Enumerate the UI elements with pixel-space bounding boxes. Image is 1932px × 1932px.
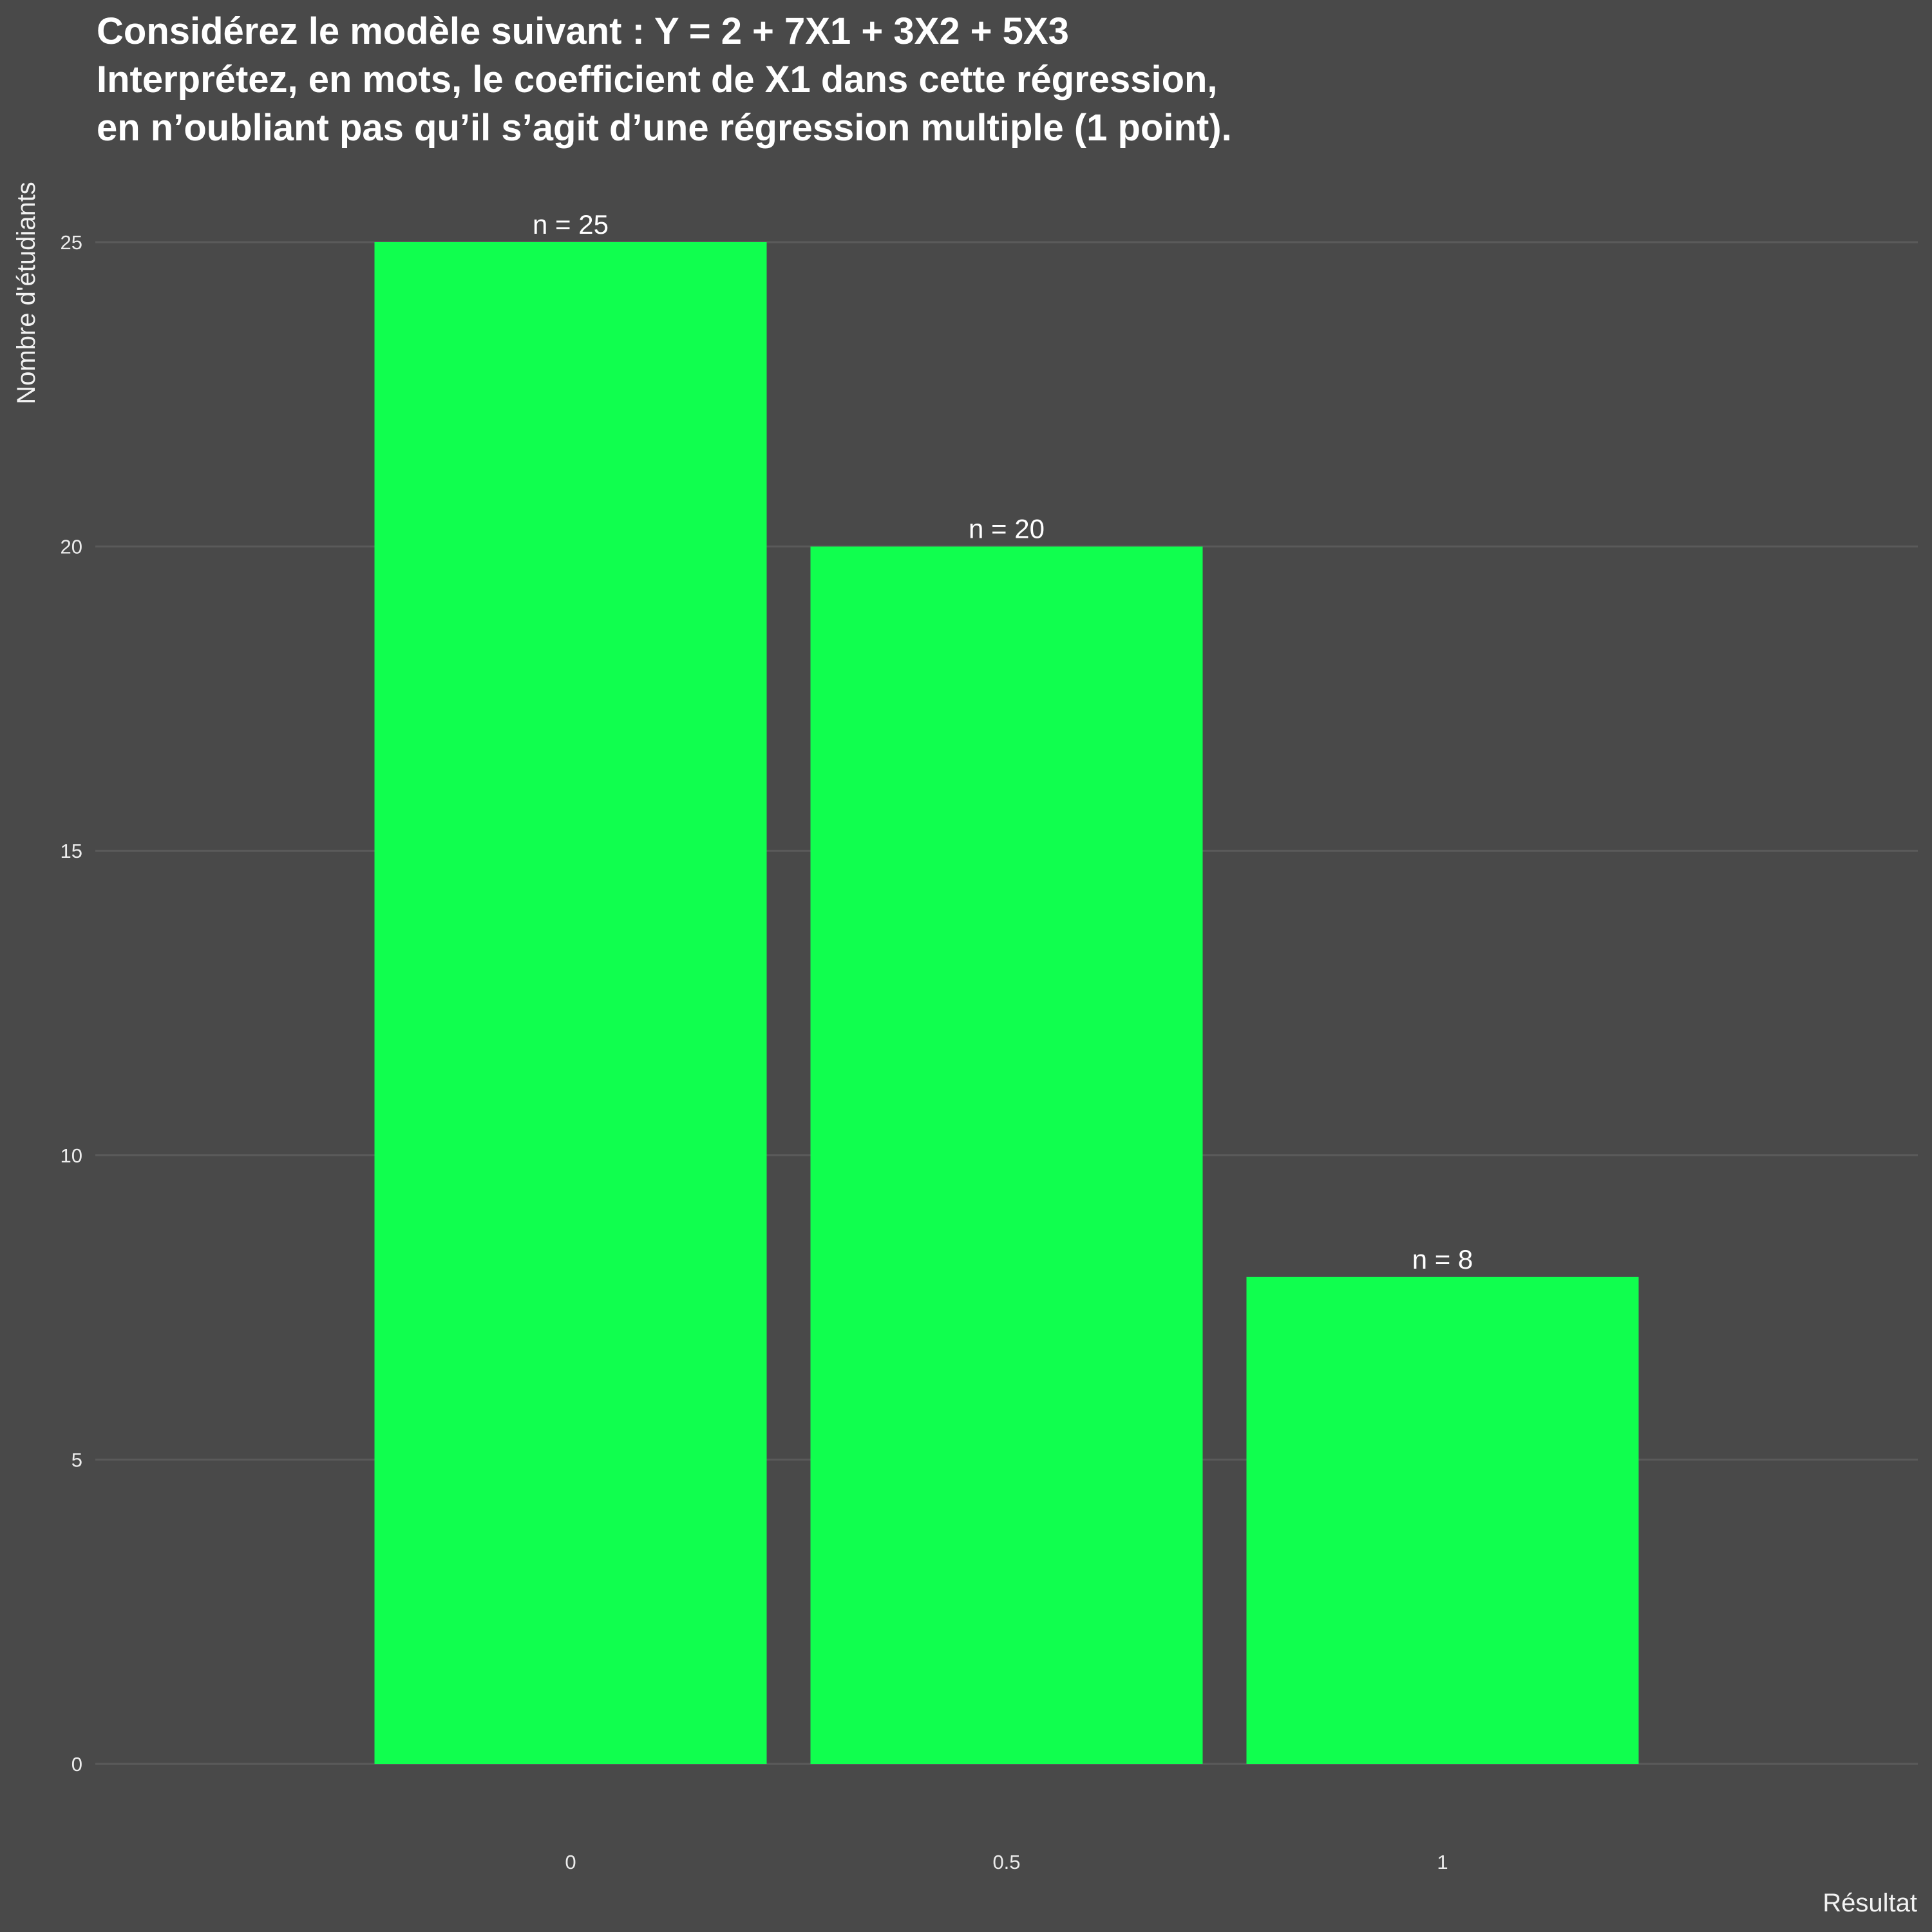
y-axis-tick-labels: 0 5 10 15 20 25	[61, 231, 82, 1776]
chart-title-line-1: Considérez le modèle suivant : Y = 2 + 7…	[97, 10, 1069, 52]
y-tick-label: 20	[61, 536, 82, 558]
bar-value-label: n = 20	[969, 514, 1045, 544]
x-tick-label: 0	[565, 1851, 576, 1873]
y-axis-title: Nombre d'étudiants	[12, 182, 41, 404]
y-tick-label: 25	[61, 231, 82, 254]
chart-title-line-3: en n’oubliant pas qu’il s’agit d’une rég…	[97, 107, 1232, 149]
x-tick-label: 0.5	[992, 1851, 1020, 1873]
chart-title: Considérez le modèle suivant : Y = 2 + 7…	[97, 10, 1232, 149]
bar-0	[374, 242, 767, 1764]
bar-0-5	[810, 546, 1203, 1764]
bar-value-label: n = 25	[533, 209, 609, 240]
bar-1	[1246, 1276, 1639, 1764]
bar-value-labels: n = 25 n = 20 n = 8	[533, 209, 1473, 1274]
bar-value-label: n = 8	[1412, 1244, 1473, 1274]
y-tick-label: 0	[71, 1753, 82, 1776]
x-axis-tick-labels: 0 0.5 1	[565, 1851, 1448, 1873]
chart-title-line-2: Interprétez, en mots, le coefficient de …	[97, 59, 1218, 100]
y-tick-label: 15	[61, 840, 82, 862]
x-axis-title: Résultat	[1823, 1889, 1917, 1917]
y-tick-label: 10	[61, 1144, 82, 1167]
x-tick-label: 1	[1437, 1851, 1448, 1873]
y-tick-label: 5	[71, 1448, 82, 1471]
bars	[374, 242, 1639, 1764]
